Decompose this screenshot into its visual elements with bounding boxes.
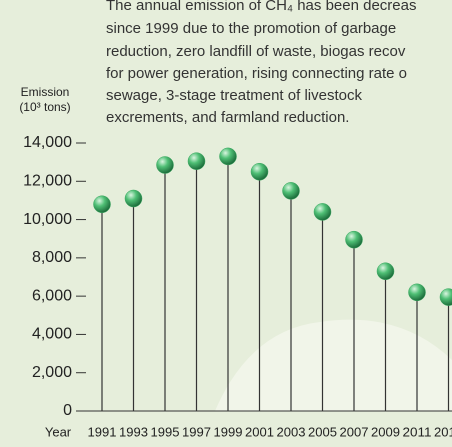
chart: The annual emission of CH₄ has been decr…: [0, 0, 452, 447]
dot: [157, 157, 174, 174]
annotation-line: for power generation, rising connecting …: [106, 65, 407, 82]
x-tick-label: 2013: [434, 424, 452, 439]
x-tick-label: 2001: [245, 424, 274, 439]
y-tick-label: 12,000: [23, 173, 72, 190]
annotation-line: reduction, zero landfill of waste, bioga…: [106, 43, 406, 60]
x-tick-label: 2005: [308, 424, 337, 439]
x-tick-label: 1995: [151, 424, 180, 439]
annotation-line: since 1999 due to the promotion of garba…: [106, 20, 396, 37]
x-tick-label: 2011: [403, 424, 432, 439]
x-tick-label: 2003: [277, 424, 306, 439]
dot: [220, 148, 237, 165]
x-axis-label: Year: [45, 424, 72, 439]
x-tick-label: 2009: [371, 424, 400, 439]
y-axis-label: Emission: [21, 85, 70, 99]
dot: [314, 203, 331, 220]
y-tick-label: 4,000: [32, 326, 72, 343]
y-tick-label: 8,000: [32, 249, 72, 266]
dot: [125, 190, 142, 207]
dot: [409, 284, 426, 301]
y-tick-label: 6,000: [32, 287, 72, 304]
x-tick-label: 1999: [214, 424, 243, 439]
dot: [440, 289, 452, 306]
x-tick-label: 1997: [182, 424, 211, 439]
x-tick-label: 1991: [88, 424, 117, 439]
dot: [251, 163, 268, 180]
dot: [188, 153, 205, 170]
annotation-line: excrements, and farmland reduction.: [106, 109, 349, 126]
y-tick-label: 10,000: [23, 211, 72, 228]
page: The annual emission of CH₄ has been decr…: [0, 0, 452, 447]
annotation-line: sewage, 3-stage treatment of livestock: [106, 87, 362, 104]
annotation-line: The annual emission of CH₄ has been decr…: [106, 0, 416, 14]
dot: [377, 263, 394, 280]
x-tick-label: 1993: [119, 424, 148, 439]
y-tick-label: 0: [63, 402, 72, 419]
y-axis-label: (10³ tons): [19, 100, 70, 114]
y-tick-label: 2,000: [32, 364, 72, 381]
y-tick-label: 14,000: [23, 134, 72, 151]
x-tick-label: 2007: [340, 424, 369, 439]
dot: [94, 196, 111, 213]
dot: [283, 182, 300, 199]
dot: [346, 231, 363, 248]
